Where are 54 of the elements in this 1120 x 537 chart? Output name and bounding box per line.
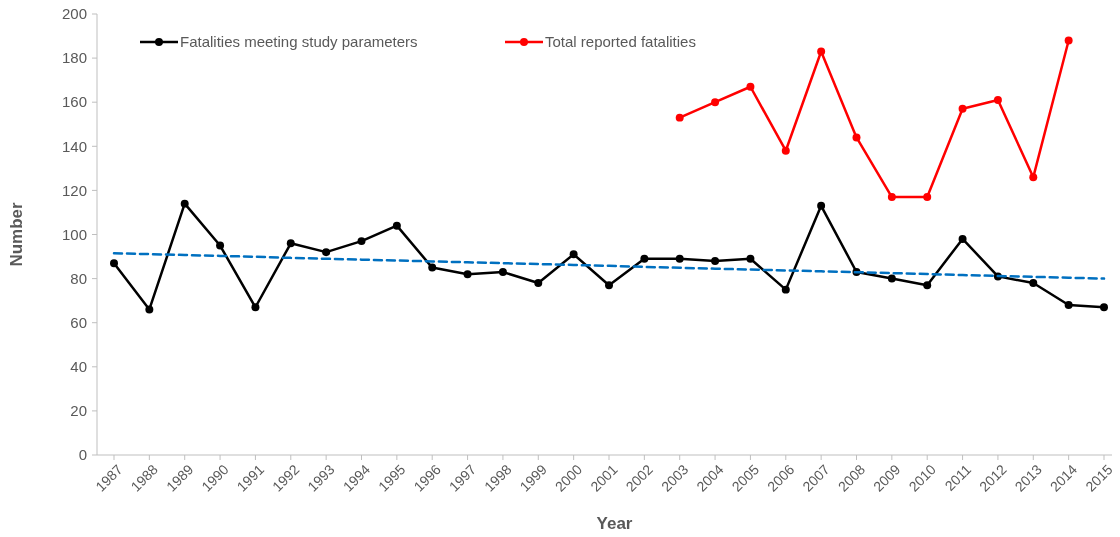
point [392,221,401,230]
point [640,254,649,263]
y-tick-label: 160 [61,93,87,111]
point [498,268,507,276]
point [746,82,755,91]
x-axis-title: Year [596,514,633,533]
point [817,47,826,56]
y-tick-label: 0 [78,446,87,464]
point [887,274,896,283]
point [322,248,331,257]
y-tick-label: 40 [70,358,87,376]
point [781,285,790,294]
point [1029,173,1038,182]
point [958,234,967,243]
point [1064,36,1073,45]
point [993,96,1002,104]
y-tick-label: 120 [61,181,87,199]
point [286,239,295,248]
point [958,104,967,113]
point [463,270,472,279]
point [923,281,932,290]
point [711,256,720,265]
point [887,193,896,201]
point [1100,303,1108,312]
point [251,303,260,312]
point [605,281,613,290]
point [746,254,755,263]
legend-label: Total reported fatalities [545,33,696,51]
point [110,259,118,268]
legend-label: Fatalities meeting study parameters [180,33,418,51]
point [357,237,366,246]
y-tick-label: 180 [61,49,87,67]
point [675,254,684,263]
y-tick-label: 140 [61,137,87,155]
point [180,199,189,208]
y-tick-label: 200 [61,5,87,23]
point [569,250,578,259]
point [852,133,861,142]
point [817,201,826,210]
point [781,146,790,155]
y-axis-title: Number [7,202,26,267]
point [216,241,225,250]
point [923,193,932,201]
y-tick-label: 80 [70,269,87,287]
y-tick-label: 100 [61,225,87,243]
point [711,98,720,107]
y-tick-label: 20 [70,402,87,420]
point [1064,301,1073,310]
point [145,305,154,314]
point [428,263,437,272]
point [1029,279,1038,287]
y-tick-label: 60 [70,313,87,331]
point [534,279,543,287]
point [675,113,684,122]
